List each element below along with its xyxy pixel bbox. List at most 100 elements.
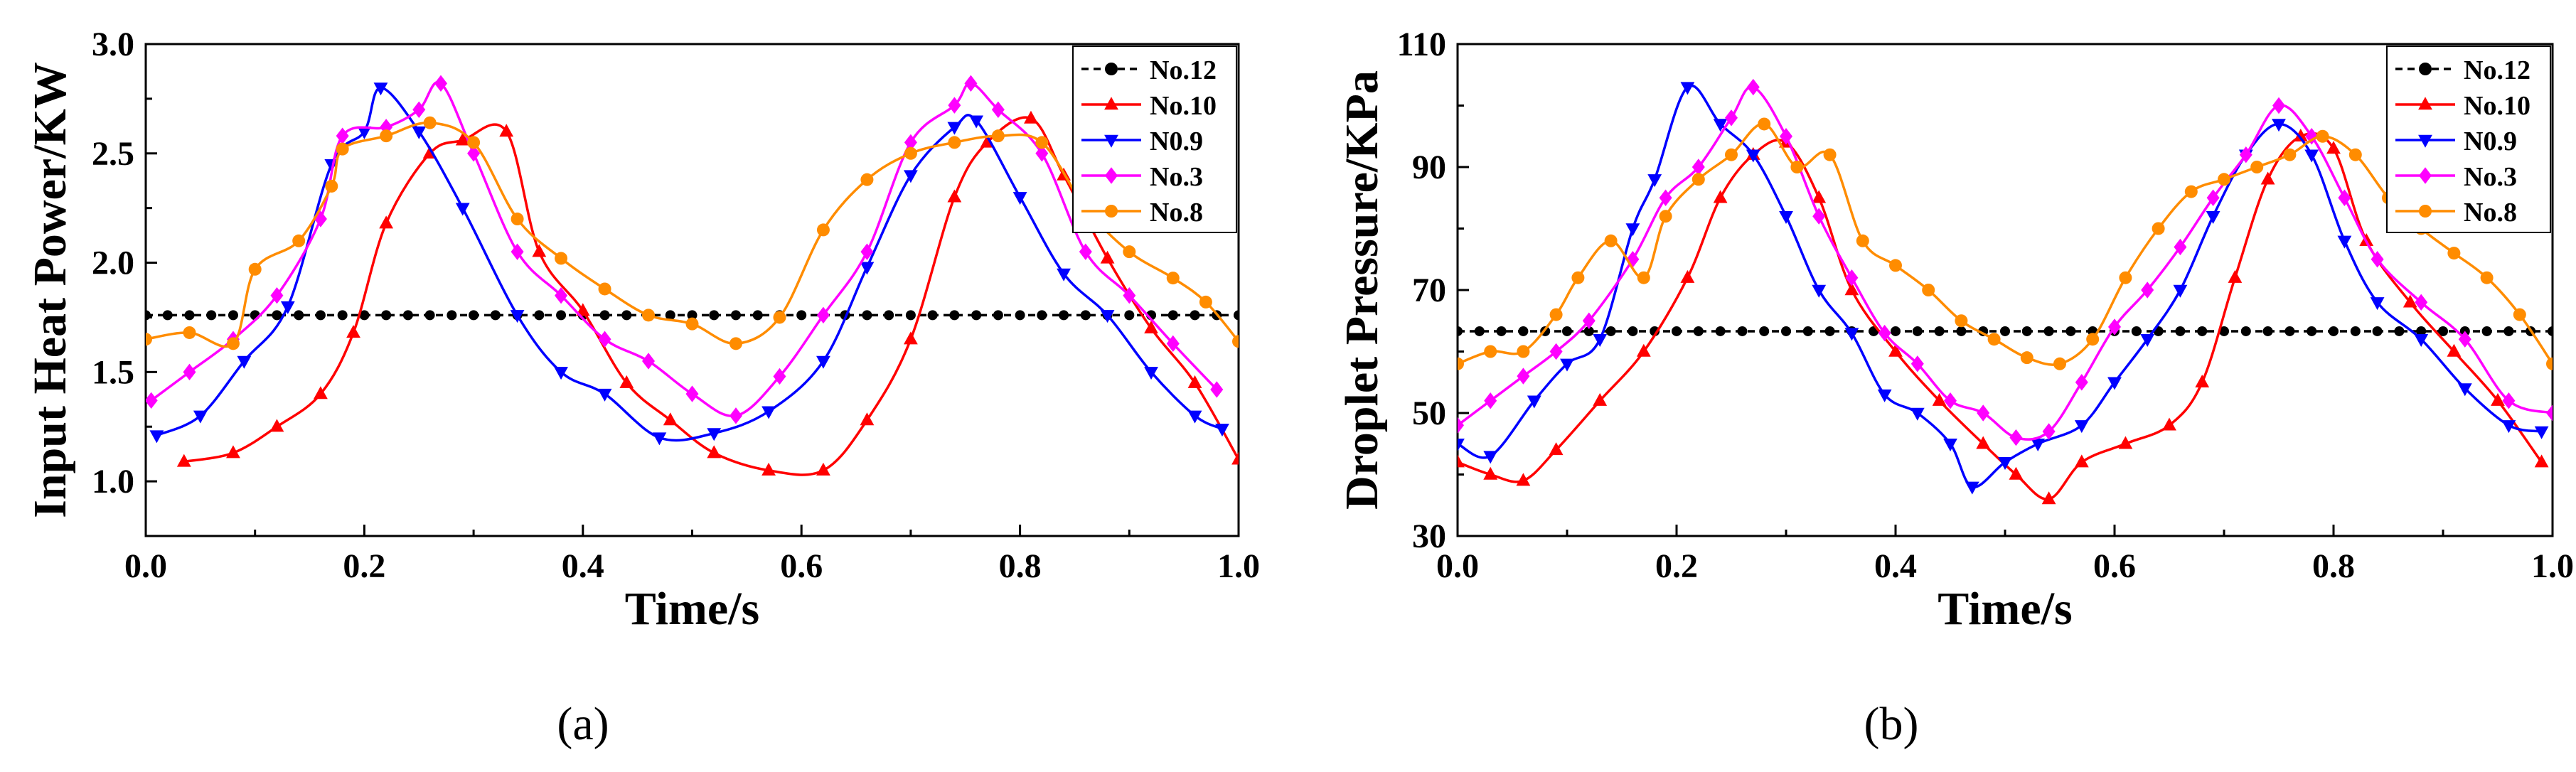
data-point xyxy=(1458,357,1464,370)
legend-label: No.8 xyxy=(1150,198,1203,227)
data-point xyxy=(162,310,173,321)
data-point xyxy=(816,223,830,237)
y-tick-label: 1.0 xyxy=(92,463,134,500)
y-tick-label: 70 xyxy=(1412,272,1446,309)
x-tick-label: 0.8 xyxy=(2312,547,2355,585)
data-point xyxy=(1746,78,1760,96)
data-point xyxy=(1691,159,1705,176)
data-point xyxy=(1571,271,1585,284)
data-point xyxy=(860,262,875,275)
data-point xyxy=(598,282,611,296)
legend-label: No.3 xyxy=(1150,162,1203,192)
data-point xyxy=(336,142,349,156)
data-point xyxy=(1659,210,1672,223)
legend-label: No.8 xyxy=(2464,198,2517,227)
data-point xyxy=(1790,161,1804,173)
data-point xyxy=(1210,381,1224,398)
data-point xyxy=(1856,234,1869,247)
series-no-10 xyxy=(1458,128,2549,505)
data-point xyxy=(1549,343,1563,360)
x-tick-label: 0.8 xyxy=(999,547,1042,585)
y-tick-label: 1.5 xyxy=(92,353,134,391)
x-axis-title: Time/s xyxy=(625,583,759,635)
series-no-8 xyxy=(1458,117,2553,370)
data-point xyxy=(1549,308,1563,321)
data-point xyxy=(2329,326,2339,336)
data-point xyxy=(1823,148,1837,161)
data-point xyxy=(1059,310,1069,321)
data-point xyxy=(1605,326,1616,336)
data-point xyxy=(1812,284,1827,298)
legend-marker xyxy=(1104,97,1118,110)
data-point xyxy=(1215,424,1229,437)
data-point xyxy=(2501,420,2516,434)
data-point xyxy=(991,129,1005,143)
data-point xyxy=(1123,286,1136,304)
panel-a-chart: 0.0 0.2 0.4 0.6 0.8 1.0 1.0 1.5 2.0 2.5 3.0 Time/s I… xyxy=(24,26,1260,635)
data-point xyxy=(412,126,427,139)
data-point xyxy=(2415,294,2428,311)
data-point xyxy=(2184,185,2198,198)
data-point xyxy=(2534,454,2549,468)
data-point xyxy=(1934,326,1945,336)
data-point xyxy=(1759,326,1770,336)
data-point xyxy=(2174,238,2187,256)
data-point xyxy=(467,136,481,149)
data-point xyxy=(575,303,590,316)
data-point xyxy=(1593,334,1608,347)
data-point xyxy=(2304,149,2319,163)
data-point xyxy=(687,310,698,321)
data-point xyxy=(2305,128,2319,145)
data-point xyxy=(2370,297,2385,311)
data-point xyxy=(2284,326,2295,336)
data-point xyxy=(1484,345,1497,358)
data-point xyxy=(2141,282,2154,299)
data-point xyxy=(2403,294,2417,308)
y-axis-title: Droplet Pressure/KPa xyxy=(1336,70,1388,510)
data-point xyxy=(1758,117,1771,131)
x-tick-label: 0.0 xyxy=(124,547,167,585)
data-point xyxy=(1977,404,1990,422)
data-point xyxy=(598,331,611,348)
data-point xyxy=(434,75,447,92)
data-point xyxy=(2118,436,2133,449)
x-axis-title: Time/s xyxy=(1938,583,2072,635)
data-point xyxy=(1518,326,1529,336)
data-point xyxy=(2307,326,2317,336)
data-point xyxy=(1167,310,1178,321)
data-point xyxy=(2000,326,2010,336)
x-tick-label: 0.4 xyxy=(562,547,604,585)
data-point xyxy=(336,127,349,144)
data-point xyxy=(1779,211,1793,224)
data-point xyxy=(2131,326,2142,336)
data-point xyxy=(1824,326,1835,336)
data-point xyxy=(709,310,720,321)
data-point xyxy=(292,234,306,247)
data-point xyxy=(685,317,699,331)
data-point xyxy=(904,134,917,151)
data-point xyxy=(642,353,656,370)
data-point xyxy=(146,392,158,409)
data-point xyxy=(1516,473,1531,486)
data-point xyxy=(1560,358,1574,372)
data-point xyxy=(1628,326,1638,336)
data-point xyxy=(183,326,196,339)
data-point xyxy=(860,243,874,260)
data-point xyxy=(2173,284,2188,298)
data-point xyxy=(1680,82,1695,95)
series-layer xyxy=(1458,78,2553,505)
data-point xyxy=(510,310,525,323)
data-point xyxy=(948,97,961,114)
data-point xyxy=(226,445,240,459)
x-tick-label: 0.4 xyxy=(1874,547,1917,585)
data-point xyxy=(773,311,786,324)
data-point xyxy=(971,310,982,321)
data-point xyxy=(619,375,634,388)
data-point xyxy=(2107,377,2122,390)
data-point xyxy=(1549,442,1564,456)
data-point xyxy=(373,82,388,96)
data-point xyxy=(1944,392,1957,409)
data-point xyxy=(2394,326,2405,336)
data-point xyxy=(193,410,208,424)
